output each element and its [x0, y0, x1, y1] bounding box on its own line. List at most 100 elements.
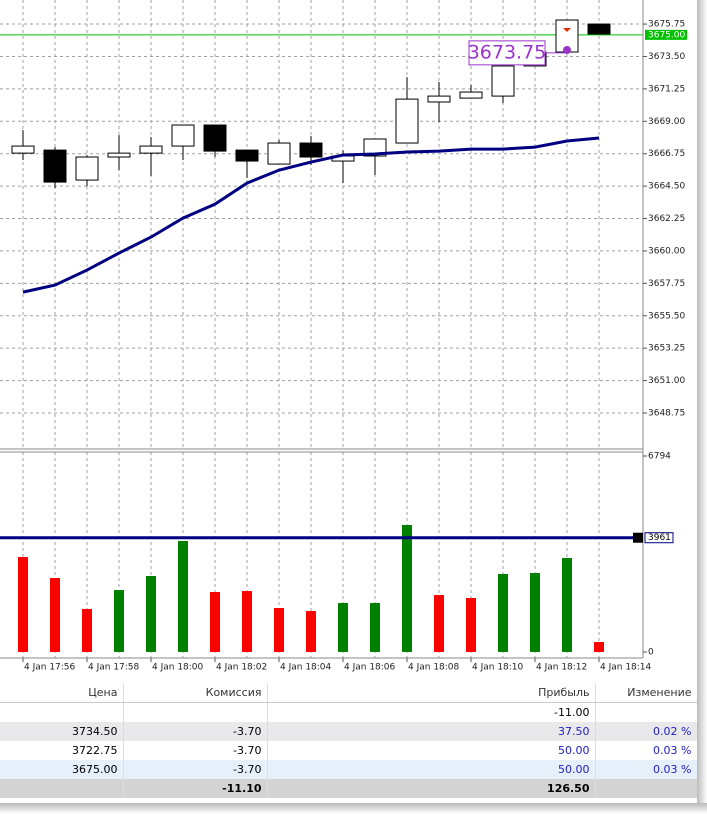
- column-header: Цена: [0, 683, 124, 703]
- volume-bar: [274, 608, 284, 652]
- table-cell: -3.70: [123, 722, 268, 741]
- x-tick-label: 4 Jan 18:02: [216, 663, 267, 673]
- candle-body: [203, 124, 227, 152]
- plot: 3673.75: [0, 19, 643, 652]
- x-tick-label: 4 Jan 18:04: [280, 663, 332, 673]
- x-tick-label: 4 Jan 18:12: [536, 663, 587, 673]
- table-cell: 0.03 %: [595, 760, 698, 779]
- total-cell: [0, 779, 124, 798]
- x-tick-label: 4 Jan 18:08: [408, 663, 460, 673]
- table-row: 3675.00 -3.70 50.00 0.03 %: [0, 760, 698, 779]
- x-tick-label: 4 Jan 18:06: [344, 663, 396, 673]
- total-cell: -11.10: [123, 779, 268, 798]
- table-cell: 50.00: [267, 760, 596, 779]
- moving-average: [22, 136, 600, 294]
- table-row: 3722.75 -3.70 50.00 0.03 %: [0, 741, 698, 760]
- candle-body: [299, 142, 323, 158]
- candle-body: [107, 152, 131, 158]
- annotation-box: [468, 40, 546, 66]
- volume-bar: [466, 597, 476, 652]
- table-cell: [0, 702, 124, 722]
- volume-bar: [146, 576, 156, 652]
- volume-bar: [498, 573, 508, 652]
- candle-body: [235, 149, 259, 162]
- volume-bar: [562, 558, 572, 652]
- level-tag: [644, 532, 674, 544]
- x-tick-label: 4 Jan 17:58: [88, 663, 140, 673]
- y-tick-label: 3655.50: [648, 311, 685, 321]
- background: [0, 0, 707, 680]
- volume-bar: [338, 603, 348, 652]
- total-cell: 126.50: [267, 779, 596, 798]
- y-tick-label: 3671.25: [648, 84, 685, 94]
- volume-bar: [402, 525, 412, 652]
- y-tick-label: 3653.25: [648, 344, 685, 354]
- table-cell: -3.70: [123, 741, 268, 760]
- header-row: Цена Комиссия Прибыль Изменение: [0, 683, 698, 703]
- trade-marker: [563, 46, 571, 54]
- candle-body: [363, 138, 387, 157]
- table-cell: -3.70: [123, 760, 268, 779]
- level-tag: [645, 29, 687, 40]
- volume-bar: [530, 573, 540, 652]
- candle-body: [267, 142, 291, 165]
- table-cell: -11.00: [267, 702, 596, 722]
- volume-bar: [306, 611, 316, 652]
- column-header: Прибыль: [267, 683, 596, 703]
- y-tick-label: 0: [648, 647, 654, 657]
- total-cell: [595, 779, 698, 798]
- volume-bar: [50, 577, 60, 652]
- table-cell: 50.00: [267, 741, 596, 760]
- candle-body: [43, 149, 67, 183]
- table-cell: 3722.75: [0, 741, 124, 760]
- volume-bar: [82, 608, 92, 652]
- y-tick-label: 3657.75: [648, 279, 685, 289]
- candle-body: [11, 145, 35, 154]
- window-shadow: [0, 803, 707, 814]
- candle-body: [171, 124, 195, 147]
- x-tick-label: 4 Jan 18:00: [152, 663, 204, 673]
- y-tick-label: 3651.00: [648, 376, 685, 386]
- volume-bar: [114, 590, 124, 652]
- volume-bar: [370, 603, 380, 652]
- candle-body: [75, 156, 99, 181]
- table-cell: [595, 702, 698, 722]
- volume-bar: [434, 594, 444, 652]
- level-label: 3675.00: [648, 30, 685, 40]
- y-tick-label: 3675.75: [648, 20, 685, 30]
- candle-body: [459, 91, 483, 99]
- chart-window: 3673.75 3675.75 3673.50 3671.25 3669.00 3666…: [0, 0, 707, 680]
- table-cell: 3734.50: [0, 722, 124, 741]
- candle-body: [587, 23, 611, 35]
- x-tick-label: 4 Jan 18:14: [600, 663, 652, 673]
- level-handle: [633, 532, 643, 543]
- volume-bar: [18, 556, 28, 652]
- volume-bar: [178, 540, 188, 652]
- trade-table: Цена Комиссия Прибыль Изменение -11.00 3734.…: [0, 683, 698, 798]
- table-cell: 37.50: [267, 722, 596, 741]
- volume-bar: [242, 591, 252, 652]
- candle-body: [139, 145, 163, 154]
- totals-row: -11.10 126.50: [0, 779, 698, 798]
- y-tick-label: 3666.75: [648, 149, 685, 159]
- column-header: Комиссия: [123, 683, 268, 703]
- table-cell: [123, 702, 268, 722]
- candle-body: [427, 95, 451, 103]
- table-cell: 0.02 %: [595, 722, 698, 741]
- column-header: Изменение: [595, 683, 698, 703]
- volume-bar: [210, 591, 220, 652]
- table-cell: 3675.00: [0, 760, 124, 779]
- window-shadow: [697, 0, 707, 814]
- table-row: -11.00: [0, 702, 698, 722]
- x-tick-label: 4 Jan 18:10: [472, 663, 524, 673]
- candle-body: [491, 65, 515, 97]
- y-tick-label: 3673.50: [648, 52, 685, 62]
- y-tick-label: 3664.50: [648, 182, 685, 192]
- y-tick-label: 3648.75: [648, 408, 685, 418]
- table-row: 3734.50 -3.70 37.50 0.02 %: [0, 722, 698, 741]
- y-tick-label: 3662.25: [648, 214, 685, 224]
- volume-bar: [594, 641, 604, 652]
- x-tick-label: 4 Jan 17:56: [24, 663, 76, 673]
- annotation-label: 3673.75: [468, 41, 547, 63]
- trade-arrow: [563, 28, 571, 32]
